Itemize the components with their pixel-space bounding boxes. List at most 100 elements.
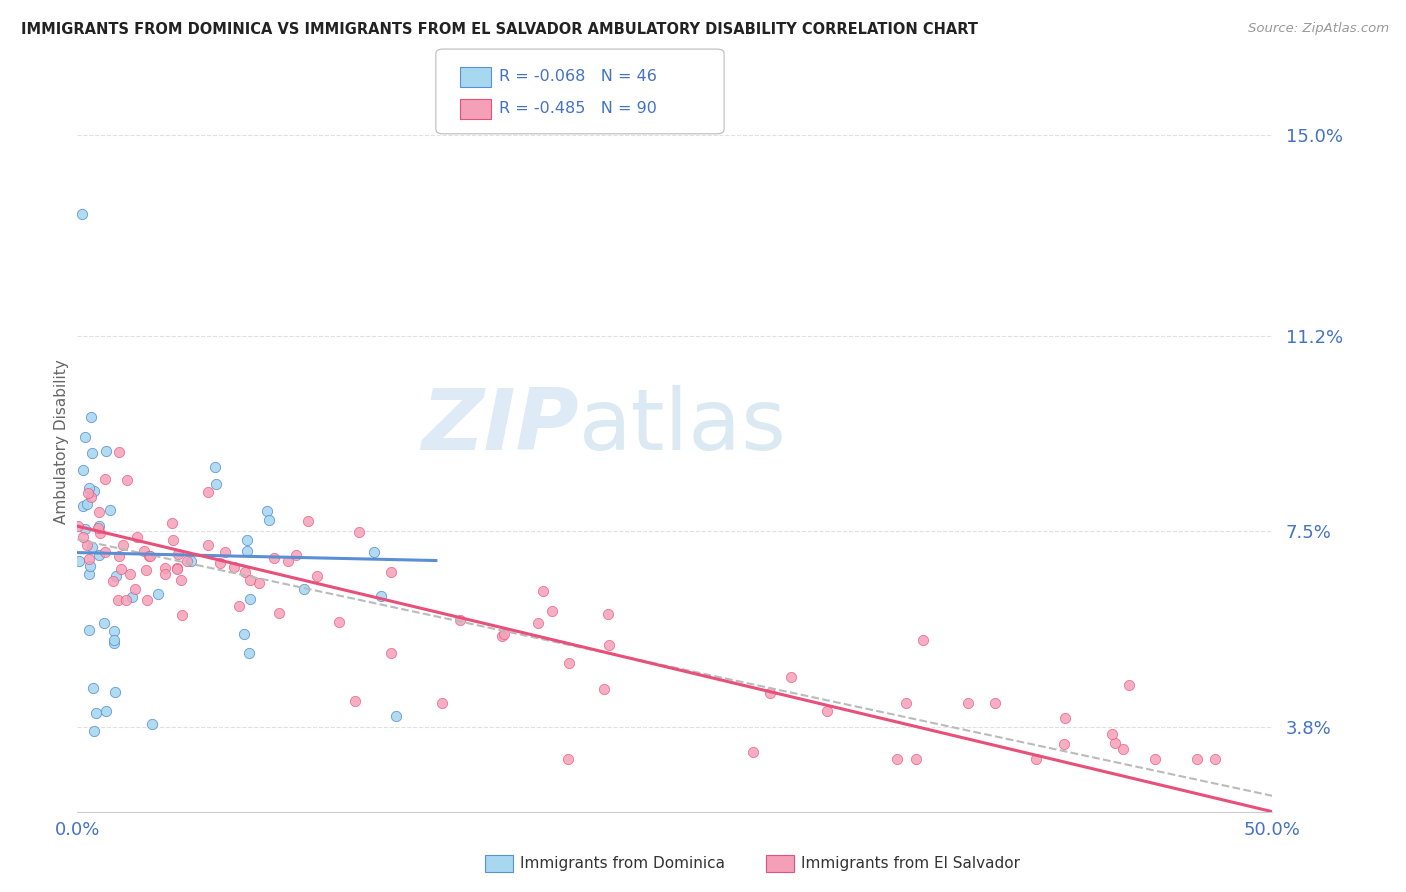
- Point: [905, 752, 928, 766]
- Point: [257, 513, 280, 527]
- Text: atlas: atlas: [579, 385, 787, 468]
- Point: [121, 590, 143, 604]
- Point: [1104, 735, 1126, 749]
- Point: [76, 497, 98, 511]
- Point: [236, 544, 259, 558]
- Point: [124, 582, 146, 596]
- Point: [886, 752, 908, 766]
- Point: [214, 545, 236, 559]
- Point: [73, 522, 96, 536]
- Point: [87, 548, 110, 562]
- Point: [343, 694, 366, 708]
- Point: [896, 696, 918, 710]
- Point: [83, 723, 105, 738]
- Point: [815, 704, 838, 718]
- Point: [93, 615, 115, 630]
- Point: [100, 503, 122, 517]
- Point: [328, 615, 350, 629]
- Point: [84, 706, 107, 721]
- Text: IMMIGRANTS FROM DOMINICA VS IMMIGRANTS FROM EL SALVADOR AMBULATORY DISABILITY CO: IMMIGRANTS FROM DOMINICA VS IMMIGRANTS F…: [21, 22, 979, 37]
- Point: [103, 636, 125, 650]
- Point: [267, 606, 290, 620]
- Point: [87, 519, 110, 533]
- Point: [80, 445, 103, 459]
- Point: [135, 593, 157, 607]
- Point: [449, 613, 471, 627]
- Point: [238, 592, 260, 607]
- Point: [135, 563, 157, 577]
- Point: [1053, 738, 1076, 752]
- Point: [197, 538, 219, 552]
- Point: [101, 574, 124, 588]
- Point: [779, 670, 801, 684]
- Point: [370, 589, 392, 603]
- Point: [87, 505, 110, 519]
- Point: [527, 615, 550, 630]
- Point: [347, 524, 370, 539]
- Point: [111, 538, 134, 552]
- Point: [233, 627, 256, 641]
- Point: [89, 526, 111, 541]
- Point: [284, 548, 307, 562]
- Point: [96, 704, 118, 718]
- Point: [67, 554, 90, 568]
- Point: [1053, 711, 1076, 725]
- Text: Source: ZipAtlas.com: Source: ZipAtlas.com: [1249, 22, 1389, 36]
- Point: [138, 549, 160, 564]
- Point: [77, 552, 100, 566]
- Point: [380, 565, 402, 579]
- Point: [80, 490, 103, 504]
- Point: [141, 717, 163, 731]
- Point: [1118, 678, 1140, 692]
- Point: [104, 685, 127, 699]
- Point: [956, 697, 979, 711]
- Point: [238, 646, 260, 660]
- Point: [77, 481, 100, 495]
- Point: [491, 629, 513, 643]
- Point: [103, 624, 125, 638]
- Point: [94, 443, 117, 458]
- Point: [118, 567, 141, 582]
- Point: [79, 559, 101, 574]
- Point: [204, 460, 226, 475]
- Text: R = -0.068   N = 46: R = -0.068 N = 46: [499, 70, 657, 84]
- Point: [115, 473, 138, 487]
- Point: [169, 573, 191, 587]
- Point: [558, 657, 581, 671]
- Point: [72, 499, 94, 513]
- Point: [380, 646, 402, 660]
- Point: [593, 682, 616, 697]
- Point: [80, 409, 103, 424]
- Point: [759, 686, 782, 700]
- Point: [233, 565, 256, 579]
- Point: [1185, 752, 1208, 766]
- Text: ZIP: ZIP: [422, 385, 579, 468]
- Point: [263, 551, 285, 566]
- Point: [72, 530, 94, 544]
- Text: R = -0.485   N = 90: R = -0.485 N = 90: [499, 102, 657, 116]
- Point: [104, 569, 127, 583]
- Point: [107, 549, 129, 563]
- Point: [297, 515, 319, 529]
- Point: [1143, 752, 1166, 766]
- Point: [94, 472, 117, 486]
- Point: [208, 556, 231, 570]
- Point: [176, 554, 198, 568]
- Point: [205, 476, 228, 491]
- Point: [430, 696, 453, 710]
- Point: [277, 554, 299, 568]
- Point: [167, 547, 190, 561]
- Point: [197, 485, 219, 500]
- Point: [307, 569, 329, 583]
- Point: [166, 562, 188, 576]
- Point: [170, 607, 193, 622]
- Point: [598, 607, 620, 621]
- Point: [166, 561, 188, 575]
- Text: Immigrants from Dominica: Immigrants from Dominica: [520, 856, 725, 871]
- Point: [557, 752, 579, 766]
- Point: [66, 518, 89, 533]
- Point: [148, 587, 170, 601]
- Point: [134, 544, 156, 558]
- Point: [82, 681, 104, 695]
- Point: [77, 567, 100, 582]
